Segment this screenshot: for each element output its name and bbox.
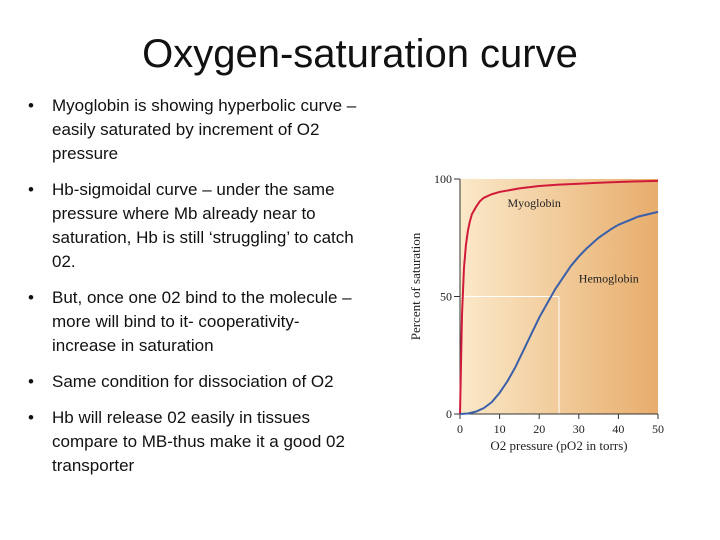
bullet-text: Hb will release 02 easily in tissues com… xyxy=(52,408,345,475)
bullet-list: • Myoglobin is showing hyperbolic curve –… xyxy=(26,94,366,490)
oxygen-saturation-chart: 0 10 20 30 40 50 0 50 100 Myoglobin Hemoglobin Pe… xyxy=(408,172,664,453)
x-tick-label: 10 xyxy=(494,422,506,436)
x-axis-label: O2 pressure (pO2 in torrs) xyxy=(490,438,627,453)
bullet-item: • Same condition for dissociation of O2 xyxy=(26,370,366,394)
x-tick-label: 50 xyxy=(652,422,664,436)
x-tick-label: 40 xyxy=(612,422,624,436)
chart-ticks: 0 10 20 30 40 50 0 50 100 xyxy=(434,172,664,436)
myoglobin-curve xyxy=(459,179,659,415)
x-tick-label: 0 xyxy=(457,422,463,436)
y-tick-label: 0 xyxy=(446,407,452,421)
bullet-dot: • xyxy=(28,180,34,199)
bullet-dot: • xyxy=(28,288,34,307)
series-labels: Myoglobin Hemoglobin xyxy=(508,196,639,285)
bullet-dot: • xyxy=(28,408,34,427)
bullet-text: Hb-sigmoidal curve – under the same pres… xyxy=(52,180,354,271)
hemoglobin-curve xyxy=(459,210,659,415)
series-lines xyxy=(459,179,659,415)
y-tick-label: 50 xyxy=(440,290,452,304)
y-tick-label: 100 xyxy=(434,172,452,186)
x-tick-label: 30 xyxy=(573,422,585,436)
slide-title: Oxygen-saturation curve xyxy=(142,32,578,76)
hemoglobin-label: Hemoglobin xyxy=(579,271,639,285)
reference-lines xyxy=(460,296,560,414)
bullet-text: Myoglobin is showing hyperbolic curve – … xyxy=(52,96,357,163)
bullet-text: But, once one 02 bind to the molecule – … xyxy=(52,288,352,355)
bullet-item: • Myoglobin is showing hyperbolic curve –… xyxy=(26,94,366,166)
bullet-text: Same condition for dissociation of O2 xyxy=(52,372,334,391)
bullet-dot: • xyxy=(28,96,34,115)
myoglobin-label: Myoglobin xyxy=(508,196,561,210)
bullet-item: • But, once one 02 bind to the molecule –… xyxy=(26,286,366,358)
bullet-item: • Hb will release 02 easily in tissues co… xyxy=(26,406,366,478)
x-tick-label: 20 xyxy=(533,422,545,436)
y-axis-label: Percent of saturation xyxy=(408,232,423,340)
bullet-item: • Hb-sigmoidal curve – under the same pre… xyxy=(26,178,366,274)
bullet-dot: • xyxy=(28,372,34,391)
